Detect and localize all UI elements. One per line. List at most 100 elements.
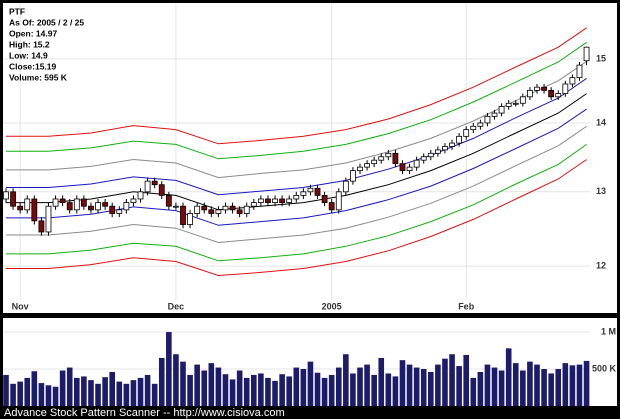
candle-body bbox=[24, 198, 31, 211]
band-line bbox=[6, 159, 587, 277]
candle-body bbox=[527, 89, 533, 98]
band-line bbox=[6, 125, 587, 244]
candle-body bbox=[201, 205, 208, 211]
volume-bar bbox=[527, 361, 533, 406]
volume-bar bbox=[137, 377, 144, 406]
candle-body bbox=[286, 198, 293, 203]
volume-bar bbox=[173, 354, 179, 406]
symbol: PTF bbox=[9, 6, 25, 16]
y-tick-label: 14 bbox=[596, 117, 606, 127]
candle-body bbox=[250, 202, 257, 207]
volume-bar bbox=[328, 374, 335, 406]
info-line: Volume: 595 K bbox=[9, 72, 68, 82]
candle-body bbox=[576, 64, 583, 79]
y-tick-label: 500 K bbox=[592, 363, 617, 373]
band-line bbox=[6, 41, 587, 160]
volume-bar bbox=[95, 383, 101, 406]
candle-body bbox=[165, 194, 172, 207]
band-line bbox=[6, 93, 587, 211]
volume-bar bbox=[520, 370, 526, 406]
volume-bar bbox=[512, 363, 519, 406]
volume-bar bbox=[420, 369, 427, 406]
volume-bar bbox=[449, 354, 455, 406]
candle-body bbox=[66, 202, 73, 211]
volume-bar bbox=[548, 373, 554, 406]
volume-bar bbox=[555, 369, 562, 406]
volume-bar bbox=[583, 360, 590, 406]
candle-body bbox=[378, 156, 385, 161]
x-tick-label: Dec bbox=[168, 301, 185, 311]
candle-body bbox=[45, 205, 52, 233]
candle-body bbox=[555, 93, 562, 98]
volume-bar bbox=[350, 373, 356, 406]
info-line: Close:15.19 bbox=[9, 61, 57, 71]
volume-bar bbox=[442, 358, 448, 406]
volume-bar bbox=[151, 383, 158, 406]
volume-bar bbox=[505, 348, 512, 406]
volume-bar bbox=[74, 377, 80, 406]
volume-bar bbox=[392, 376, 399, 406]
volume-bar bbox=[456, 366, 462, 406]
volume-bar bbox=[293, 367, 300, 406]
info-line: Low: 14.9 bbox=[9, 50, 48, 60]
candle-body bbox=[477, 122, 484, 127]
candle-body bbox=[335, 191, 342, 211]
volume-bar bbox=[158, 357, 165, 406]
volume-bar bbox=[364, 364, 370, 406]
info-line: High: 15.2 bbox=[9, 39, 50, 49]
band-line bbox=[6, 143, 587, 262]
volume-bar bbox=[116, 381, 123, 406]
candle-body bbox=[137, 191, 144, 200]
candle-body bbox=[491, 112, 498, 117]
candle-body bbox=[208, 209, 215, 214]
candle-body bbox=[463, 129, 470, 137]
volume-bar bbox=[562, 363, 569, 406]
candle-body bbox=[73, 198, 80, 211]
candle-body bbox=[38, 220, 45, 233]
volume-bar bbox=[88, 380, 94, 406]
candle-body bbox=[498, 106, 505, 114]
volume-bar bbox=[10, 383, 16, 406]
volume-bar bbox=[335, 367, 342, 406]
volume-bar bbox=[378, 357, 385, 406]
candle-body bbox=[194, 205, 201, 214]
candle-body bbox=[470, 125, 477, 131]
candle-body bbox=[265, 198, 271, 203]
volume-bar bbox=[251, 374, 257, 406]
volume-bar bbox=[272, 380, 278, 406]
volume-bar bbox=[201, 370, 208, 406]
volume-bar bbox=[17, 381, 23, 406]
candle-body bbox=[548, 89, 555, 98]
candle-body bbox=[420, 156, 427, 161]
candle-body bbox=[130, 198, 137, 203]
volume-bar bbox=[236, 370, 243, 406]
volume-bar bbox=[38, 383, 45, 406]
volume-bar bbox=[470, 377, 477, 406]
candle-body bbox=[293, 194, 300, 200]
candle-body bbox=[215, 209, 222, 214]
info-line: Open: 14.97 bbox=[9, 28, 57, 38]
candle-body bbox=[229, 205, 236, 211]
x-tick-label: Nov bbox=[12, 301, 29, 311]
candle-body bbox=[257, 198, 264, 203]
candle-body bbox=[541, 86, 547, 91]
volume-bar bbox=[45, 385, 52, 406]
candle-body bbox=[342, 180, 349, 193]
candle-body bbox=[243, 205, 250, 214]
volume-bar bbox=[144, 374, 151, 406]
band-line bbox=[6, 77, 587, 196]
volume-bar bbox=[258, 373, 264, 406]
y-tick-label: 13 bbox=[596, 186, 606, 196]
candle-body bbox=[173, 205, 179, 208]
volume-bar bbox=[109, 371, 115, 406]
candle-body bbox=[371, 159, 378, 165]
volume-bar bbox=[24, 377, 31, 406]
candle-body bbox=[357, 166, 363, 172]
candle-body bbox=[385, 152, 392, 158]
candle-body bbox=[583, 46, 590, 62]
volume-bar bbox=[435, 364, 441, 406]
volume-bar bbox=[59, 370, 66, 406]
volume-bar bbox=[541, 369, 547, 406]
candle-body bbox=[102, 202, 109, 207]
